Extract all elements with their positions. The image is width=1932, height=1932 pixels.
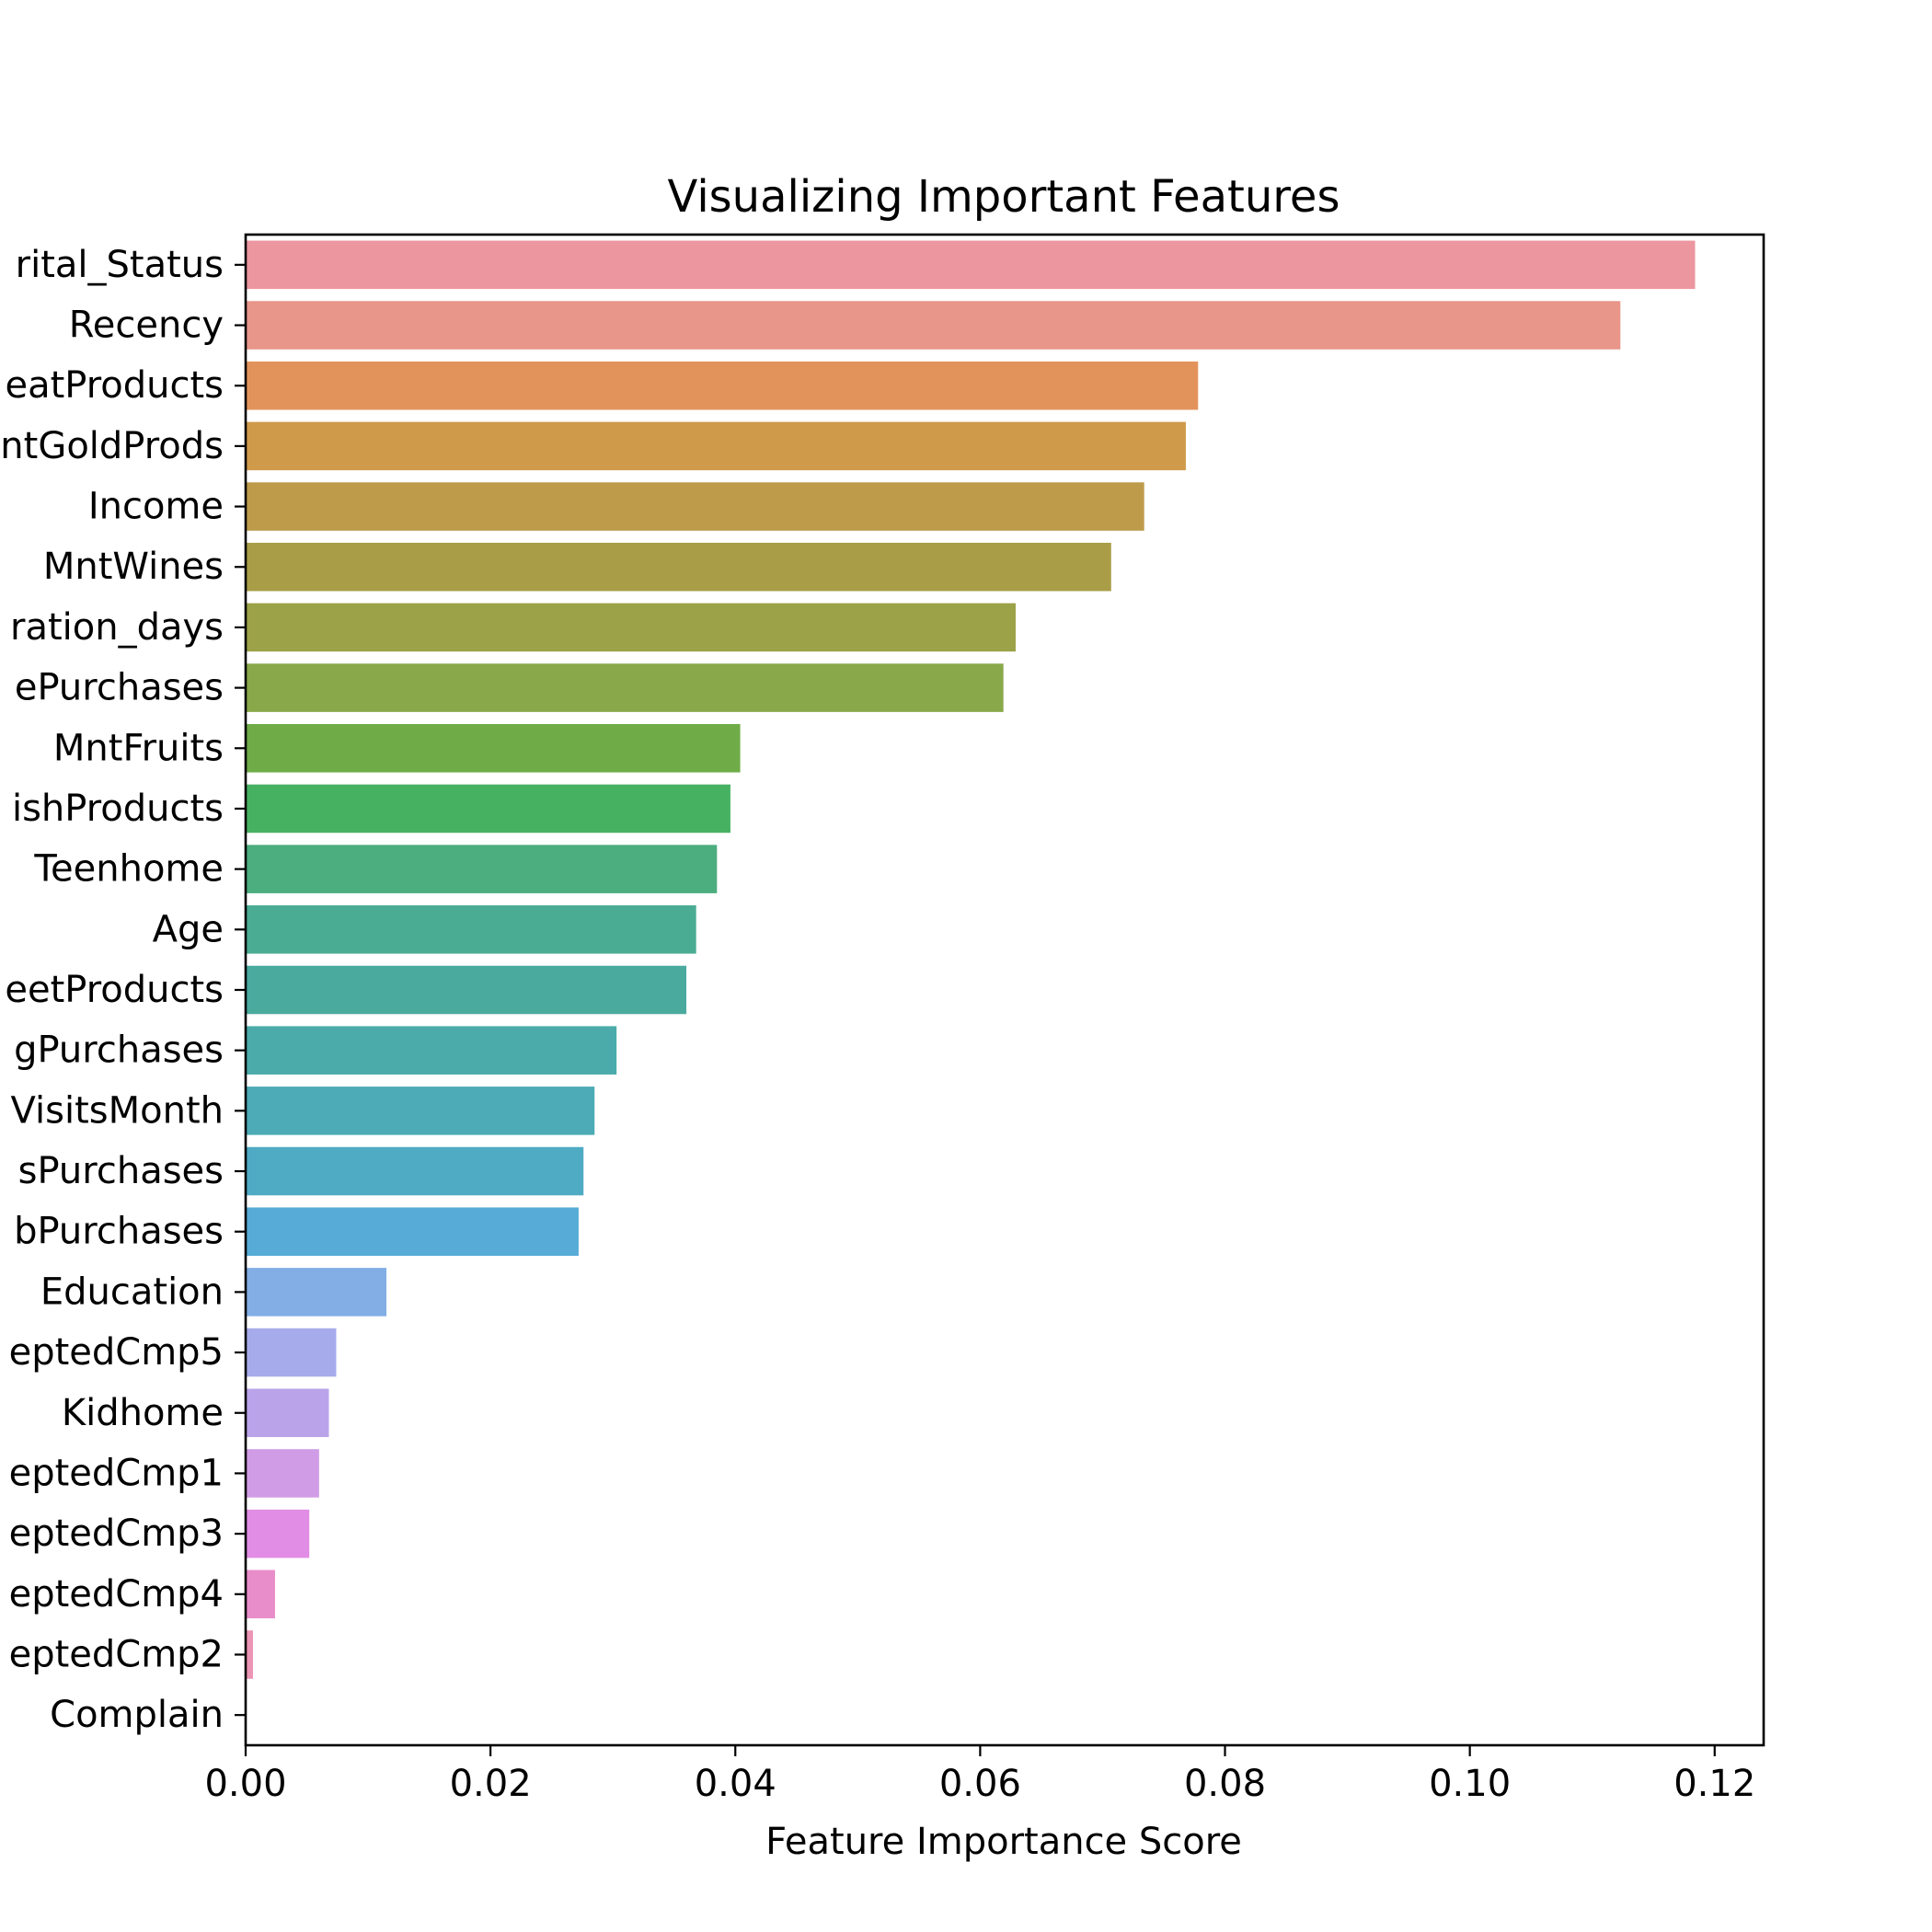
y-tick-label: eetProducts [5,969,224,1011]
bar-eptedcmp4 [246,1570,275,1619]
y-tick-label: ePurchases [15,667,224,709]
y-tick-label: bPurchases [14,1211,224,1253]
bar-ishproducts [246,784,730,834]
bar-rital-status [246,240,1696,290]
bar-spurchases [246,1146,584,1196]
y-tick-label: ishProducts [12,788,224,830]
bar-eptedcmp3 [246,1509,310,1558]
y-tick-label: eptedCmp2 [9,1633,224,1675]
bar-eptedcmp1 [246,1449,319,1498]
y-tick-label: Age [153,908,224,950]
x-tick-label: 0.08 [1184,1763,1266,1805]
y-tick-label: ntGoldProds [0,425,224,467]
x-tick-label: 0.10 [1429,1763,1511,1805]
x-axis-ticks: 0.00 0.02 0.04 0.06 0.08 0.10 0.12 [204,1745,1755,1805]
bar-eetproducts [246,965,687,1015]
y-tick-label: sPurchases [18,1150,224,1192]
y-tick-label: Kidhome [62,1392,224,1434]
y-tick-label: eatProducts [5,364,224,407]
bar-income [246,482,1144,531]
bar-kidhome [246,1388,329,1438]
y-axis-ticks: rital_Status Recency eatProducts ntGoldProd… [0,244,246,1736]
bar-bpurchases [246,1207,579,1256]
y-tick-label: ration_days [10,606,224,649]
y-tick-label: eptedCmp3 [9,1512,224,1555]
y-tick-label: Complain [50,1694,224,1736]
y-tick-label: eptedCmp1 [9,1452,224,1494]
y-tick-label: Teenhome [33,848,224,891]
x-tick-label: 0.02 [450,1763,532,1805]
x-axis-label: Feature Importance Score [765,1821,1242,1863]
y-tick-label: eptedCmp4 [9,1573,224,1616]
y-tick-label: Income [88,486,224,528]
x-tick-label: 0.12 [1673,1763,1755,1805]
bar-mntfruits [246,724,741,773]
bars-group [246,240,1696,1679]
x-tick-label: 0.04 [695,1763,776,1805]
y-tick-label: eptedCmp5 [9,1331,224,1374]
bar-ntgoldprods [246,421,1186,471]
bar-eptedcmp2 [246,1630,253,1679]
y-tick-label: MntFruits [53,727,224,769]
y-tick-label: VisitsMonth [11,1089,224,1132]
bar-eatproducts [246,361,1199,410]
y-tick-label: gPurchases [14,1029,224,1072]
plot-frame [244,233,1765,1747]
bar-ration-days [246,603,1016,652]
bar-mntwines [246,542,1111,592]
bar-teenhome [246,845,718,893]
y-tick-label: Education [40,1271,224,1313]
bar-epurchases [246,663,1004,712]
chart-title: Visualizing Important Features [668,171,1340,223]
bar-gpurchases [246,1026,617,1075]
bar-education [246,1268,387,1317]
bar-age [246,905,696,954]
y-tick-label: MntWines [43,546,224,588]
bar-visitsmonth [246,1087,595,1135]
y-tick-label: Recency [69,305,224,347]
bar-eptedcmp5 [246,1328,337,1377]
x-tick-label: 0.00 [204,1763,286,1805]
y-tick-label: rital_Status [16,244,224,286]
bar-recency [246,301,1621,350]
x-tick-label: 0.06 [939,1763,1021,1805]
